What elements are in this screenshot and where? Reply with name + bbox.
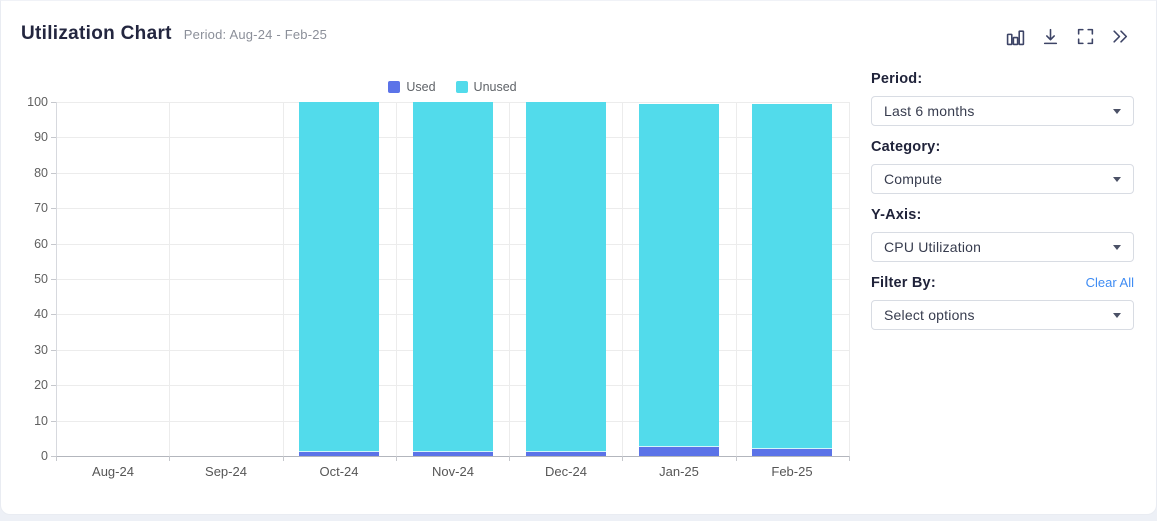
y-axis-tick-label: 90 [34,130,48,144]
gridline-vertical [169,102,170,456]
x-axis-tick-label: Aug-24 [92,464,134,479]
chevron-down-icon [1113,313,1121,318]
gridline-vertical [509,102,510,456]
bar-segment-unused[interactable] [752,104,832,449]
chart-legend: Used Unused [56,80,849,94]
bar-chart-icon[interactable] [1005,26,1025,46]
y-axis-tick [51,244,56,245]
chevron-down-icon [1113,109,1121,114]
period-control: Period: Last 6 months [871,71,1134,126]
legend-swatch-used [388,81,401,93]
y-axis-tick-label: 100 [27,95,48,109]
y-axis-tick [51,279,56,280]
chart-toolbar [1005,26,1130,46]
filter-by-select[interactable]: Select options [871,300,1134,330]
yaxis-select[interactable]: CPU Utilization [871,232,1134,262]
category-select-value: Compute [884,171,943,187]
x-axis-tick [622,456,623,461]
gridline-horizontal [56,456,849,457]
gridline-vertical [396,102,397,456]
fullscreen-icon[interactable] [1075,26,1095,46]
x-axis-tick [56,456,57,461]
category-control: Category: Compute [871,139,1134,194]
download-icon[interactable] [1040,26,1060,46]
x-axis-tick-label: Sep-24 [205,464,247,479]
period-label: Period: [871,71,923,87]
yaxis-control: Y-Axis: CPU Utilization [871,207,1134,262]
chevron-down-icon [1113,177,1121,182]
x-axis-tick [849,456,850,461]
x-axis-tick-label: Jan-25 [659,464,699,479]
y-axis-tick-label: 70 [34,201,48,215]
chart-controls-panel: Period: Last 6 months Category: Compute … [871,71,1134,343]
period-subtitle: Period: Aug-24 - Feb-25 [183,27,328,42]
x-axis-tick-label: Feb-25 [771,464,813,479]
y-axis-tick-label: 40 [34,307,48,321]
bar-segment-unused[interactable] [639,104,719,447]
bar-segment-used[interactable] [639,447,719,456]
x-axis-tick-label: Dec-24 [545,464,587,479]
x-axis-tick-label: Oct-24 [319,464,359,479]
gridline-vertical [283,102,284,456]
bar-segment-used[interactable] [752,449,832,456]
chevron-down-icon [1113,245,1121,250]
legend-label: Used [406,80,436,94]
x-axis-tick [169,456,170,461]
bar-segment-used[interactable] [413,452,493,456]
legend-swatch-unused [455,81,468,93]
y-axis-tick-label: 80 [34,166,48,180]
y-axis-tick-label: 0 [41,449,48,463]
x-axis-tick [396,456,397,461]
y-axis-tick [51,350,56,351]
filter-by-label: Filter By: [871,275,936,291]
period-select[interactable]: Last 6 months [871,96,1134,126]
gridline-vertical [736,102,737,456]
x-axis-tick [283,456,284,461]
bar-segment-unused[interactable] [299,102,379,452]
category-select[interactable]: Compute [871,164,1134,194]
bar-segment-used[interactable] [526,452,606,456]
y-axis-tick [51,421,56,422]
period-select-value: Last 6 months [884,103,975,119]
y-axis-tick-label: 30 [34,343,48,357]
y-axis-tick [51,314,56,315]
x-axis-tick [509,456,510,461]
y-axis-tick [51,102,56,103]
y-axis-tick-label: 10 [34,414,48,428]
legend-item-used[interactable]: Used [388,80,436,94]
bar-segment-unused[interactable] [526,102,606,452]
bar-segment-unused[interactable] [413,102,493,452]
gridline-vertical [849,102,850,456]
gridline-vertical [56,102,57,456]
y-axis-tick [51,173,56,174]
header: Utilization Chart Period: Aug-24 - Feb-2… [21,23,327,45]
clear-all-link[interactable]: Clear All [1085,275,1134,290]
yaxis-label: Y-Axis: [871,207,922,223]
filter-by-control: Filter By: Clear All Select options [871,275,1134,330]
category-label: Category: [871,139,941,155]
legend-label: Unused [473,80,517,94]
x-axis-tick [736,456,737,461]
yaxis-select-value: CPU Utilization [884,239,982,255]
x-axis-tick-label: Nov-24 [432,464,474,479]
page-title: Utilization Chart [21,23,172,44]
y-axis-tick [51,137,56,138]
gridline-vertical [622,102,623,456]
collapse-panel-icon[interactable] [1110,26,1130,46]
filter-by-select-value: Select options [884,307,975,323]
y-axis-tick-label: 50 [34,272,48,286]
y-axis-tick [51,208,56,209]
bar-segment-used[interactable] [299,452,379,456]
y-axis-tick-label: 20 [34,378,48,392]
y-axis-tick-label: 60 [34,237,48,251]
y-axis-tick [51,385,56,386]
legend-item-unused[interactable]: Unused [455,80,517,94]
y-axis-tick [51,456,56,457]
